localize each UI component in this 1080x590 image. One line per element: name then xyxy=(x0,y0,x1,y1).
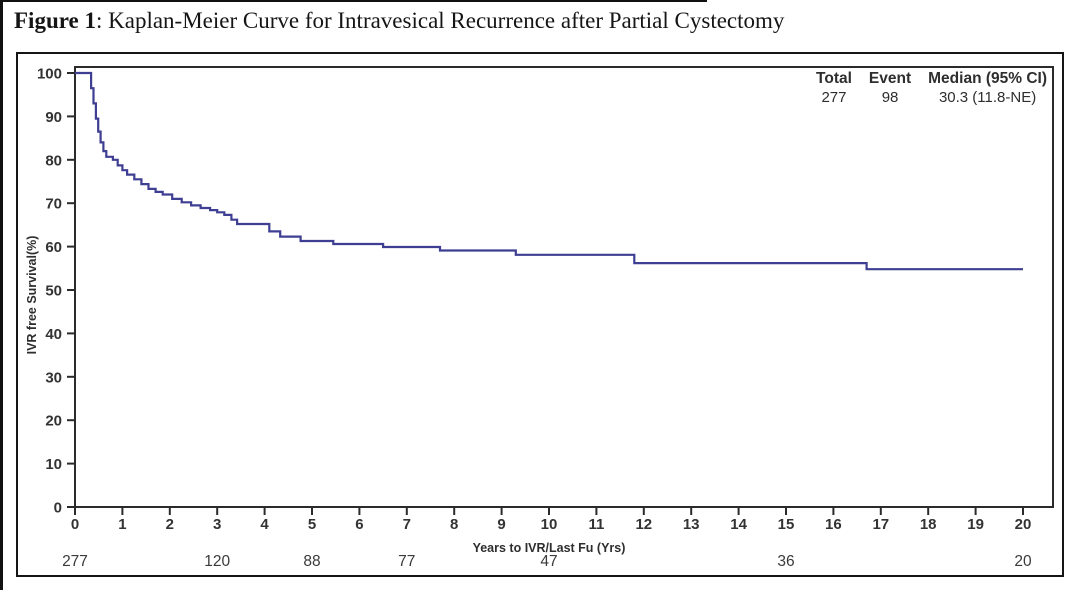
figure-caption-text: : Kaplan-Meier Curve for Intravesical Re… xyxy=(95,8,785,33)
page-border-left xyxy=(0,0,3,590)
x-tick-label: 2 xyxy=(166,516,174,533)
figure-caption-number: Figure 1 xyxy=(14,8,96,33)
y-tick-label: 0 xyxy=(54,500,62,517)
at-risk-count: 36 xyxy=(777,553,794,570)
y-tick-label: 50 xyxy=(45,283,62,300)
legend-header-median: Median (95% CI) xyxy=(928,70,1047,87)
at-risk-count: 77 xyxy=(398,553,415,570)
at-risk-count: 277 xyxy=(62,553,88,570)
y-tick-label: 10 xyxy=(45,456,62,473)
x-tick-label: 19 xyxy=(967,516,984,533)
y-axis-label: IVR free Survival(%) xyxy=(25,235,39,355)
legend-value-total: 277 xyxy=(821,89,847,106)
x-tick-label: 0 xyxy=(71,516,79,533)
y-tick-label: 100 xyxy=(37,66,62,83)
x-tick-label: 15 xyxy=(778,516,795,533)
x-tick-label: 7 xyxy=(403,516,411,533)
y-tick-label: 30 xyxy=(45,369,62,386)
x-tick-label: 5 xyxy=(308,516,316,533)
x-tick-label: 4 xyxy=(260,516,269,533)
at-risk-count: 88 xyxy=(303,553,320,570)
x-tick-label: 18 xyxy=(920,516,937,533)
x-tick-label: 11 xyxy=(588,516,604,533)
x-axis-label: Years to IVR/Last Fu (Yrs) xyxy=(472,541,626,555)
x-tick-label: 13 xyxy=(683,516,700,533)
x-tick-label: 3 xyxy=(213,516,221,533)
page-border-top xyxy=(0,0,707,2)
x-tick-label: 10 xyxy=(541,516,558,533)
x-tick-label: 14 xyxy=(730,516,747,533)
x-tick-label: 12 xyxy=(635,516,652,533)
y-tick-label: 40 xyxy=(45,326,62,343)
y-tick-label: 20 xyxy=(45,413,62,430)
legend-value-event: 98 xyxy=(881,89,899,106)
x-tick-label: 1 xyxy=(118,516,126,533)
at-risk-count: 47 xyxy=(540,553,557,570)
km-curve xyxy=(75,71,1023,271)
x-tick-label: 20 xyxy=(1015,516,1032,533)
x-tick-label: 9 xyxy=(497,516,505,533)
at-risk-count: 20 xyxy=(1014,553,1032,570)
x-tick-label: 17 xyxy=(872,516,889,533)
legend-table: Total Event Median (95% CI) 277 98 30.3 … xyxy=(816,70,1047,106)
x-tick-label: 16 xyxy=(825,516,842,533)
plot-frame-axes xyxy=(74,66,1054,508)
y-tick-label: 90 xyxy=(45,109,62,126)
figure-caption: Figure 1: Kaplan-Meier Curve for Intrave… xyxy=(14,8,1014,34)
chart-frame xyxy=(16,52,1064,577)
x-tick-label: 8 xyxy=(450,516,458,533)
y-tick-label: 60 xyxy=(45,239,62,256)
x-tick-label: 6 xyxy=(355,516,363,533)
legend-header-total: Total xyxy=(816,70,852,87)
y-tick-label: 70 xyxy=(45,196,62,213)
legend-header-event: Event xyxy=(868,70,912,87)
legend-value-median: 30.3 (11.8-NE) xyxy=(938,89,1037,106)
at-risk-count: 120 xyxy=(204,553,230,570)
y-tick-label: 80 xyxy=(45,152,62,169)
